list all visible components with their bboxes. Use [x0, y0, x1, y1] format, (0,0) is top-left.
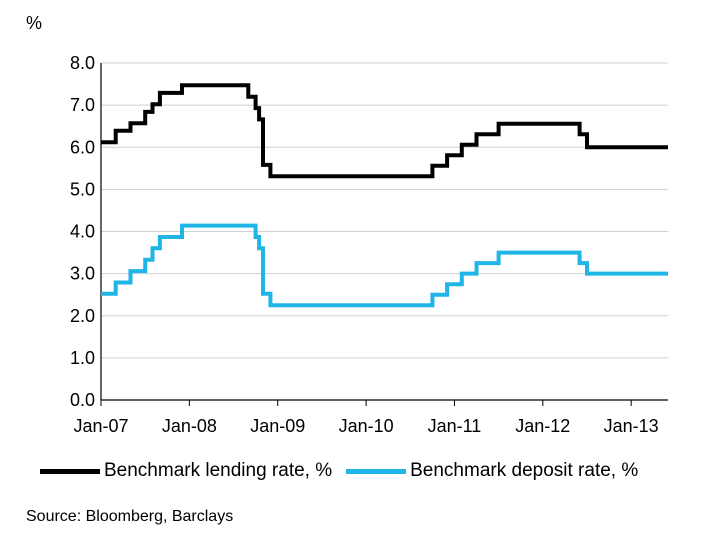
series-line-1: [101, 223, 668, 308]
y-tick-label: 5.0: [70, 179, 95, 199]
y-tick-label: 0.0: [70, 390, 95, 410]
legend: Benchmark lending rate, % Benchmark depo…: [40, 460, 638, 482]
legend-swatch-lending: [40, 468, 100, 474]
x-tick-labels: Jan-07 Jan-08 Jan-09 Jan-10 Jan-11 Jan-12 Jan-…: [73, 416, 658, 436]
x-tick-label: Jan-12: [515, 416, 570, 436]
line-chart: 0.0 1.0 2.0 3.0 4.0 5.0 6.0 7.0 8.0 Jan-07 Jan-08…: [26, 13, 668, 436]
legend-label-deposit: Benchmark deposit rate, %: [410, 460, 639, 481]
y-tick-label: 4.0: [70, 222, 95, 242]
y-tick-label: 7.0: [70, 95, 95, 115]
x-tick-label: Jan-10: [339, 416, 394, 436]
x-tick-label: Jan-11: [428, 416, 482, 436]
x-tick-label: Jan-09: [250, 416, 305, 436]
legend-swatch-deposit: [346, 468, 407, 474]
y-tick-labels: 0.0 1.0 2.0 3.0 4.0 5.0 6.0 7.0 8.0: [70, 53, 95, 410]
y-tick-label: 2.0: [70, 306, 95, 326]
source-note: Source: Bloomberg, Barclays: [26, 508, 234, 525]
legend-item-lending: Benchmark lending rate, %: [40, 460, 332, 482]
legend-item-deposit: Benchmark deposit rate, %: [346, 460, 638, 482]
series-line-0: [101, 83, 668, 179]
y-tick-label: 8.0: [70, 53, 95, 73]
legend-label-lending: Benchmark lending rate, %: [104, 460, 333, 481]
axes: [100, 63, 668, 406]
x-tick-label: Jan-08: [162, 416, 217, 436]
y-tick-label: 1.0: [70, 348, 95, 368]
y-tick-label: 3.0: [70, 264, 95, 284]
x-tick-label: Jan-07: [73, 416, 128, 436]
y-tick-label: 6.0: [70, 137, 95, 157]
y-unit-label: %: [26, 13, 42, 33]
series-lines: [101, 83, 668, 308]
gridlines: [101, 62, 668, 359]
x-tick-label: Jan-13: [604, 416, 659, 436]
